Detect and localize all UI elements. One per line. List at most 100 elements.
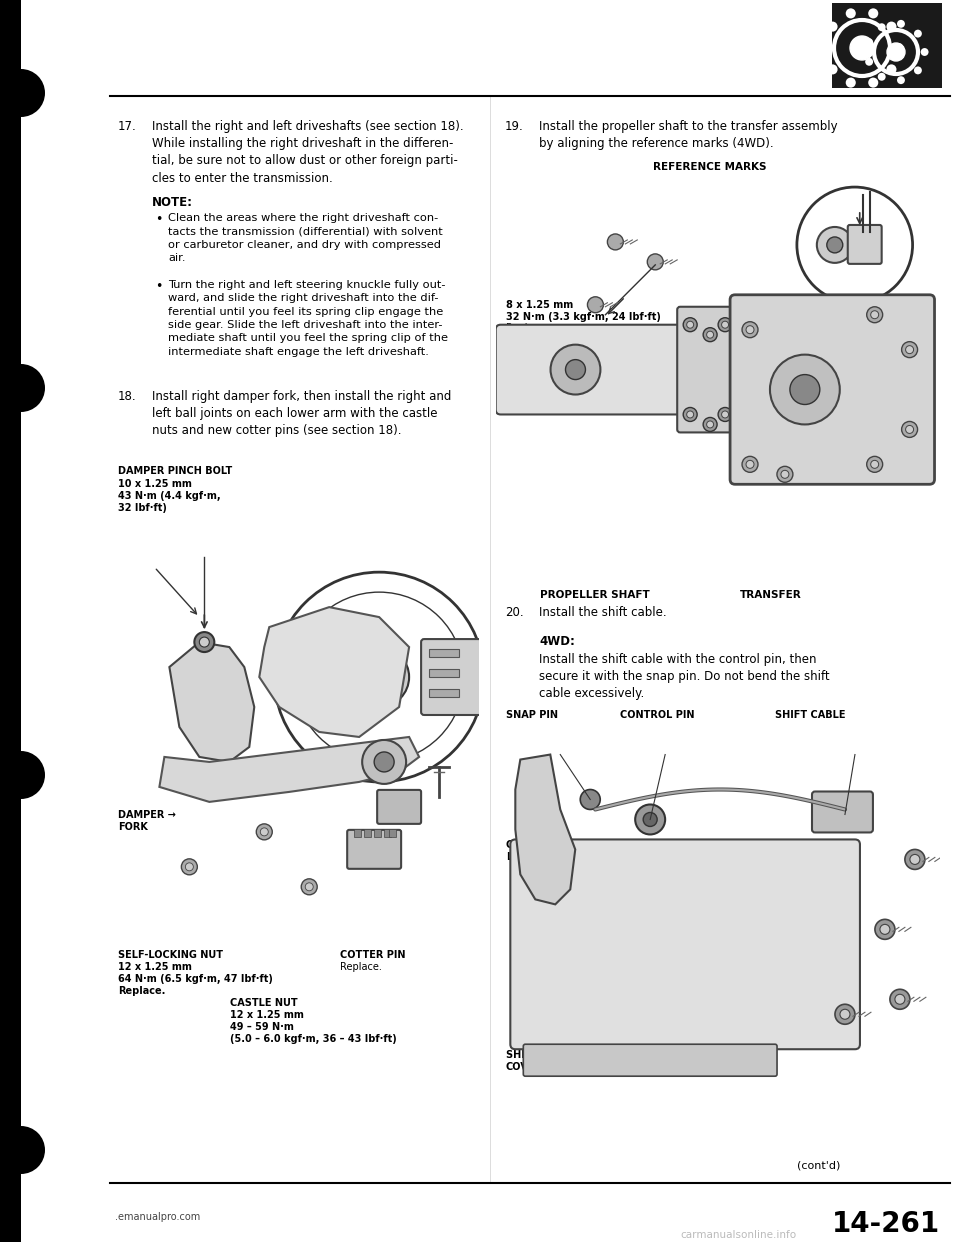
Circle shape (684, 407, 697, 421)
Text: SNAP PIN: SNAP PIN (506, 710, 558, 720)
Circle shape (684, 318, 697, 332)
Circle shape (828, 65, 837, 75)
Text: carmanualsonline.info: carmanualsonline.info (680, 1230, 796, 1240)
Circle shape (827, 237, 843, 253)
Text: 64 N·m (6.5 kgf·m, 47 lbf·ft): 64 N·m (6.5 kgf·m, 47 lbf·ft) (118, 974, 273, 984)
Circle shape (362, 740, 406, 784)
Circle shape (901, 421, 918, 437)
Circle shape (846, 9, 855, 19)
Circle shape (894, 43, 903, 53)
Circle shape (777, 466, 793, 482)
Polygon shape (259, 607, 409, 737)
Circle shape (871, 461, 878, 468)
Text: COVER: COVER (506, 1062, 542, 1072)
Text: Install right damper fork, then install the right and
left ball joints on each l: Install right damper fork, then install … (152, 390, 451, 437)
Circle shape (718, 407, 732, 421)
FancyBboxPatch shape (495, 324, 690, 415)
Circle shape (256, 823, 273, 840)
Circle shape (181, 858, 198, 874)
FancyBboxPatch shape (377, 790, 421, 823)
Polygon shape (169, 642, 254, 761)
Circle shape (868, 77, 878, 88)
Text: 32 N·m (3.3 kgf·m, 24 lbf·ft): 32 N·m (3.3 kgf·m, 24 lbf·ft) (506, 312, 660, 322)
Circle shape (185, 863, 193, 871)
Circle shape (0, 364, 45, 412)
Circle shape (643, 812, 658, 826)
Text: FORK: FORK (118, 822, 148, 832)
Circle shape (817, 227, 852, 263)
Bar (429, 650, 459, 657)
Circle shape (746, 325, 754, 334)
Text: (cont'd): (cont'd) (797, 1160, 840, 1170)
Circle shape (850, 36, 874, 60)
Polygon shape (516, 755, 575, 904)
Circle shape (707, 332, 713, 338)
Text: LEVER: LEVER (506, 852, 540, 862)
Text: PROPELLER SHAFT: PROPELLER SHAFT (540, 590, 650, 600)
Circle shape (868, 9, 878, 19)
Circle shape (0, 1126, 45, 1174)
Circle shape (901, 342, 918, 358)
Text: SHIFT CABLE: SHIFT CABLE (775, 710, 846, 720)
Circle shape (910, 854, 920, 864)
Circle shape (647, 253, 663, 270)
Text: COTTER PIN: COTTER PIN (340, 950, 405, 960)
FancyBboxPatch shape (812, 791, 873, 832)
Circle shape (780, 471, 789, 478)
Text: (5.0 – 6.0 kgf·m, 36 – 43 lbf·ft): (5.0 – 6.0 kgf·m, 36 – 43 lbf·ft) (230, 1035, 396, 1045)
Circle shape (194, 632, 214, 652)
Circle shape (867, 456, 882, 472)
Text: 22 N·m (2.2 kgf·m,: 22 N·m (2.2 kgf·m, (758, 941, 860, 953)
Circle shape (260, 828, 268, 836)
Circle shape (770, 355, 840, 425)
Circle shape (0, 70, 45, 117)
Text: Replace.: Replace. (506, 323, 548, 333)
Circle shape (588, 297, 604, 313)
Text: 20.: 20. (505, 606, 523, 619)
Text: NOTE:: NOTE: (152, 196, 193, 209)
Circle shape (887, 43, 905, 61)
Circle shape (895, 995, 905, 1005)
Circle shape (608, 233, 623, 250)
Text: Replace.: Replace. (118, 986, 165, 996)
Text: 49 – 59 N·m: 49 – 59 N·m (230, 1022, 294, 1032)
Text: 18.: 18. (118, 390, 136, 402)
Text: •: • (155, 212, 162, 226)
Circle shape (905, 426, 914, 433)
Circle shape (886, 21, 897, 31)
FancyBboxPatch shape (421, 640, 482, 715)
Circle shape (828, 21, 837, 31)
Circle shape (880, 924, 890, 934)
Circle shape (867, 307, 882, 323)
Text: .emanualpro.com: .emanualpro.com (115, 1212, 201, 1222)
Circle shape (686, 322, 694, 328)
Circle shape (835, 1005, 855, 1025)
Circle shape (580, 790, 600, 810)
Bar (364, 828, 372, 837)
Text: 17.: 17. (118, 120, 136, 133)
Text: Install the propeller shaft to the transfer assembly
by aligning the reference m: Install the propeller shaft to the trans… (539, 120, 838, 150)
Circle shape (550, 344, 600, 395)
Text: 43 N·m (4.4 kgf·m,: 43 N·m (4.4 kgf·m, (118, 491, 221, 501)
Circle shape (821, 43, 830, 53)
Circle shape (877, 24, 886, 31)
FancyBboxPatch shape (677, 307, 733, 432)
Circle shape (865, 58, 873, 66)
Text: CASTLE NUT: CASTLE NUT (230, 999, 298, 1009)
Circle shape (703, 417, 717, 431)
Circle shape (636, 805, 665, 835)
Text: Turn the right and left steering knuckle fully out-
ward, and slide the right dr: Turn the right and left steering knuckle… (168, 279, 448, 356)
Circle shape (875, 919, 895, 939)
Circle shape (890, 990, 910, 1010)
Bar (374, 828, 381, 837)
Circle shape (565, 360, 586, 380)
FancyBboxPatch shape (511, 840, 860, 1049)
Bar (429, 689, 459, 697)
Circle shape (865, 39, 873, 46)
Polygon shape (159, 737, 420, 802)
Circle shape (305, 883, 313, 891)
Circle shape (722, 411, 729, 419)
Text: TRANSFER: TRANSFER (740, 590, 802, 600)
Text: 4WD:: 4WD: (539, 635, 575, 648)
Circle shape (921, 48, 928, 56)
